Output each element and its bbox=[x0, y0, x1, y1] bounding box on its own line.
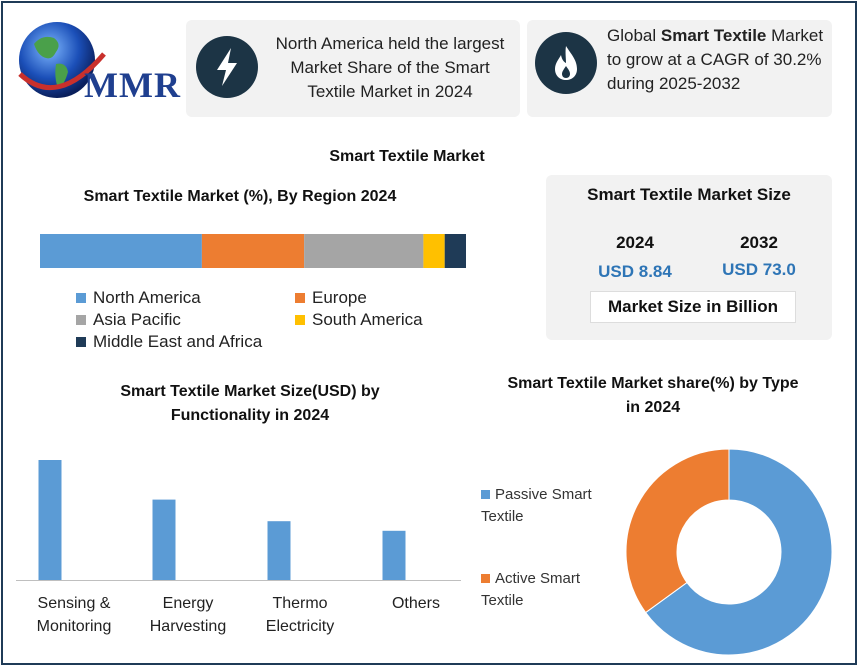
category-label-energy: Energy Harvesting bbox=[149, 595, 227, 635]
year-2024: 2024 bbox=[616, 233, 654, 252]
mmr-logo: MMR bbox=[12, 14, 182, 110]
legend-europe: Europe bbox=[295, 288, 367, 308]
value-2032: USD 73.0 bbox=[722, 260, 796, 279]
type-chart-title: Smart Textile Market share(%) by Type in… bbox=[500, 372, 806, 420]
region-chart-title: Smart Textile Market (%), By Region 2024 bbox=[83, 188, 397, 205]
region-bar-segment-south-america bbox=[423, 234, 445, 268]
legend-label: South America bbox=[312, 310, 423, 329]
functionality-bar-1 bbox=[38, 460, 62, 580]
market-size-card: Smart Textile Market Size 2024 2032 USD … bbox=[546, 175, 832, 340]
highlight-cagr-bold: Smart Textile bbox=[660, 26, 767, 45]
highlight-region-text: North America held the largest Market Sh… bbox=[275, 34, 505, 101]
market-size-unit-label: Market Size in Billion bbox=[607, 297, 779, 316]
donut-slice-passive bbox=[644, 448, 833, 656]
highlight-cagr-text: Global Smart Textile Market to grow at a… bbox=[607, 24, 832, 96]
legend-middle-east-africa: Middle East and Africa bbox=[76, 332, 262, 352]
highlight-card-region: North America held the largest Market Sh… bbox=[186, 20, 520, 117]
flame-icon bbox=[535, 32, 597, 94]
legend-label: Middle East and Africa bbox=[93, 332, 263, 351]
highlight-cagr-suffix: Market to grow at a CAGR of 30.2% during… bbox=[607, 26, 824, 93]
region-bar-segment-asia-pacific bbox=[304, 234, 424, 268]
page-title: Smart Textile Market bbox=[329, 148, 485, 165]
legend-south-america: South America bbox=[295, 310, 423, 330]
category-label-others: Others bbox=[391, 595, 440, 612]
legend-swatch bbox=[76, 293, 86, 303]
year-2032: 2032 bbox=[740, 233, 778, 252]
highlight-cagr-prefix: Global bbox=[607, 26, 661, 45]
type-donut-chart bbox=[625, 448, 833, 656]
legend-swatch bbox=[76, 315, 86, 325]
legend-label: Asia Pacific bbox=[93, 310, 181, 329]
market-size-title: Smart Textile Market Size bbox=[587, 185, 791, 204]
donut-slice-active bbox=[625, 448, 730, 614]
legend-swatch bbox=[481, 574, 490, 583]
legend-label: Active Smart Textile bbox=[481, 570, 581, 609]
market-size-unit-box: Market Size in Billion bbox=[590, 291, 796, 323]
legend-asia-pacific: Asia Pacific bbox=[76, 310, 181, 330]
logo-text: MMR bbox=[84, 65, 181, 105]
region-bar-segment-middle-east-and-africa bbox=[444, 234, 466, 268]
legend-label: Passive Smart Textile bbox=[481, 486, 592, 525]
functionality-chart-title: Smart Textile Market Size(USD) by Functi… bbox=[80, 380, 420, 428]
value-2024: USD 8.84 bbox=[598, 262, 672, 281]
legend-passive: Passive Smart Textile bbox=[481, 484, 606, 528]
category-label-sensing: Sensing & Monitoring bbox=[36, 595, 112, 635]
legend-active: Active Smart Textile bbox=[481, 568, 606, 612]
legend-swatch bbox=[295, 315, 305, 325]
functionality-bar-chart bbox=[16, 460, 461, 581]
legend-swatch bbox=[295, 293, 305, 303]
lightning-icon bbox=[196, 36, 258, 98]
legend-swatch bbox=[481, 490, 490, 499]
globe-icon bbox=[18, 22, 106, 98]
region-bar-segment-north-america bbox=[40, 234, 202, 268]
legend-north-america: North America bbox=[76, 288, 201, 308]
legend-swatch bbox=[76, 337, 86, 347]
region-bar-segment-europe bbox=[201, 234, 305, 268]
legend-label: Europe bbox=[312, 288, 367, 307]
legend-label: North America bbox=[93, 288, 201, 307]
functionality-bar-3 bbox=[267, 521, 291, 580]
functionality-bar-2 bbox=[152, 499, 176, 580]
functionality-bar-4 bbox=[382, 530, 406, 580]
type-chart-title-text: Smart Textile Market share(%) by Type in… bbox=[507, 375, 799, 416]
functionality-chart-title-text: Smart Textile Market Size(USD) by Functi… bbox=[120, 383, 380, 424]
region-stacked-bar-chart bbox=[40, 234, 466, 268]
category-label-thermo: Thermo Electricity bbox=[265, 595, 335, 635]
highlight-card-cagr: Global Smart Textile Market to grow at a… bbox=[527, 20, 832, 117]
